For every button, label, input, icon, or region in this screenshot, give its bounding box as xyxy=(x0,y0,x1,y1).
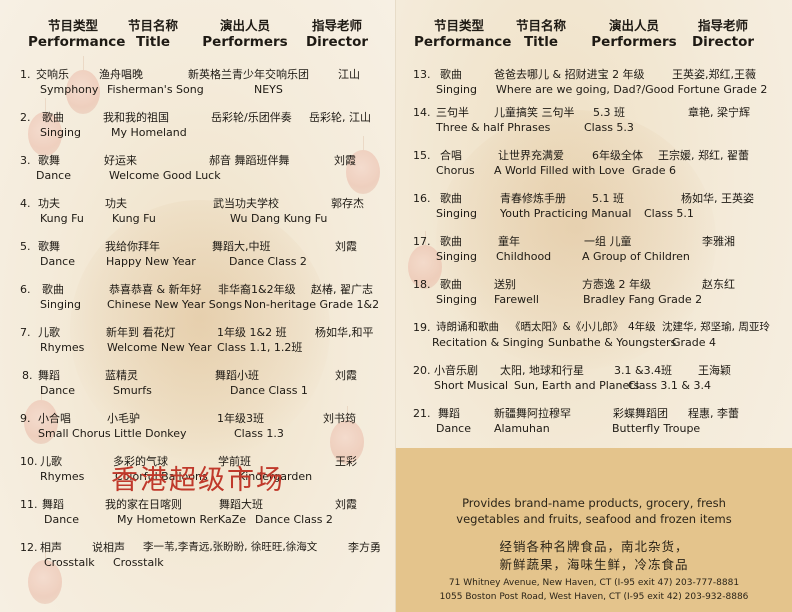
monkey-watermark xyxy=(436,110,716,370)
sponsor-ad xyxy=(396,448,792,612)
lantern-decoration xyxy=(66,56,100,114)
lantern-decoration xyxy=(28,98,62,156)
lantern-decoration xyxy=(408,231,442,289)
header-performers: 演出人员 Performers xyxy=(202,18,288,50)
lantern-decoration xyxy=(330,406,364,464)
header-performers: 演出人员 Performers xyxy=(591,18,677,50)
ad-chinese-line-1: 经销各种名牌食品，南北杂货， xyxy=(499,539,689,554)
ad-description-line-1: Provides brand-name products, grocery, f… xyxy=(462,496,726,510)
header-director: 指导老师 Director xyxy=(305,18,369,50)
ad-chinese-line-2: 新鲜蔬果，海味生鲜，冷冻食品 xyxy=(499,557,689,572)
header-performance: 节目类型 Performance xyxy=(28,18,126,50)
ad-description-line-2: vegetables and fruits, seafood and froze… xyxy=(456,512,732,526)
header-title: 节目名称 Title xyxy=(127,18,178,50)
lantern-decoration xyxy=(346,136,380,194)
header-performance: 节目类型 Performance xyxy=(414,18,512,50)
column-header: 节目类型 Performance 节目名称 Title 演出人员 Perform… xyxy=(0,18,396,54)
column-header: 节目类型 Performance 节目名称 Title 演出人员 Perform… xyxy=(396,18,792,54)
lantern-decoration xyxy=(28,546,62,604)
ad-address-2: 1055 Boston Post Road, West Haven, CT (I… xyxy=(439,592,749,602)
left-page: 节目类型 Performance 节目名称 Title 演出人员 Perform… xyxy=(0,0,396,612)
lantern-decoration xyxy=(24,386,58,444)
ad-address-1: 71 Whitney Avenue, New Haven, CT (I-95 e… xyxy=(448,578,740,588)
header-title: 节目名称 Title xyxy=(515,18,566,50)
header-director: 指导老师 Director xyxy=(691,18,755,50)
monkey-watermark xyxy=(70,200,330,460)
ad-store-name: 香港超级市场 xyxy=(111,465,285,496)
